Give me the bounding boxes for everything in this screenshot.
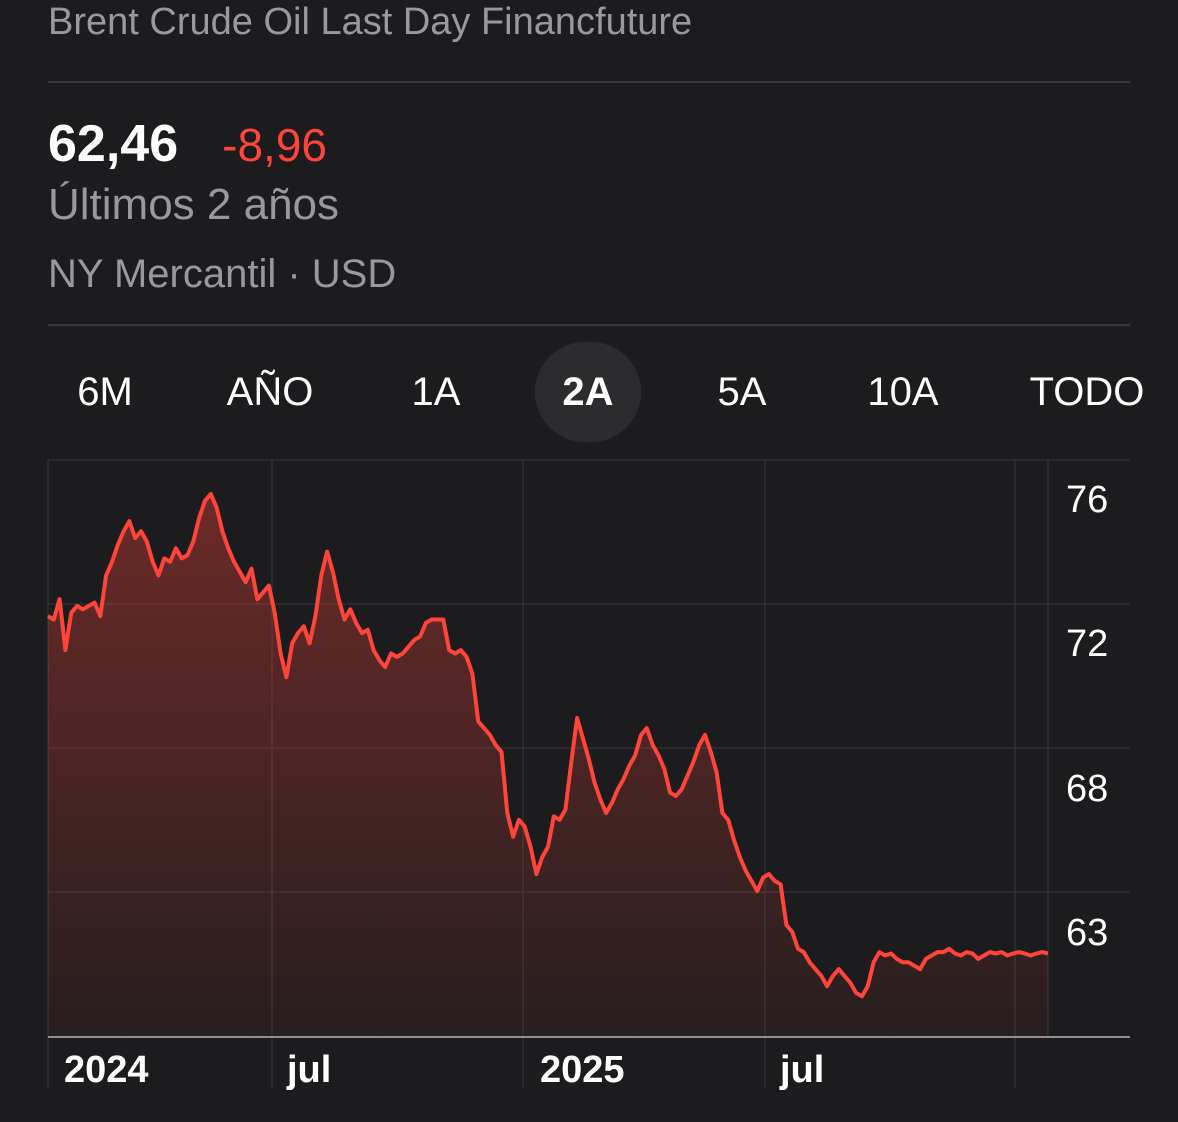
tab-1a[interactable]: 1A (411, 370, 461, 414)
price-change: -8,96 (222, 119, 327, 171)
x-tick-label: 2025 (540, 1049, 625, 1091)
x-tick-label: jul (286, 1049, 331, 1091)
y-tick-label: 63 (1066, 912, 1108, 954)
header-divider (48, 81, 1130, 83)
exchange-label: NY Mercantil · USD (48, 252, 397, 296)
price-line (46, 491, 1049, 999)
instrument-title: Brent Crude Oil Last Day Financfuture (48, 1, 693, 43)
x-tick-label: jul (779, 1049, 824, 1091)
y-tick-label: 68 (1066, 768, 1108, 810)
x-tick-label: 2024 (64, 1049, 149, 1091)
tab-ano[interactable]: AÑO (226, 370, 314, 414)
tab-10a[interactable]: 10A (867, 370, 939, 414)
price-area (48, 493, 1048, 1037)
tab-todo[interactable]: TODO (1029, 370, 1145, 414)
x-axis: 2024 jul 2025 jul (64, 1049, 824, 1091)
tab-6m[interactable]: 6M (77, 370, 133, 414)
info-divider (48, 324, 1130, 326)
price-row: 62,46 -8,96 (48, 114, 327, 174)
y-tick-label: 76 (1066, 479, 1108, 521)
tab-2a[interactable]: 2A (535, 342, 641, 442)
y-axis: 76 72 68 63 (1066, 479, 1108, 954)
current-price: 62,46 (48, 115, 179, 173)
range-tabs: 6M AÑO 1A 2A 5A 10A TODO (0, 342, 1178, 442)
tab-5a[interactable]: 5A (717, 370, 767, 414)
period-label: Últimos 2 años (48, 180, 340, 229)
y-tick-label: 72 (1066, 623, 1108, 665)
